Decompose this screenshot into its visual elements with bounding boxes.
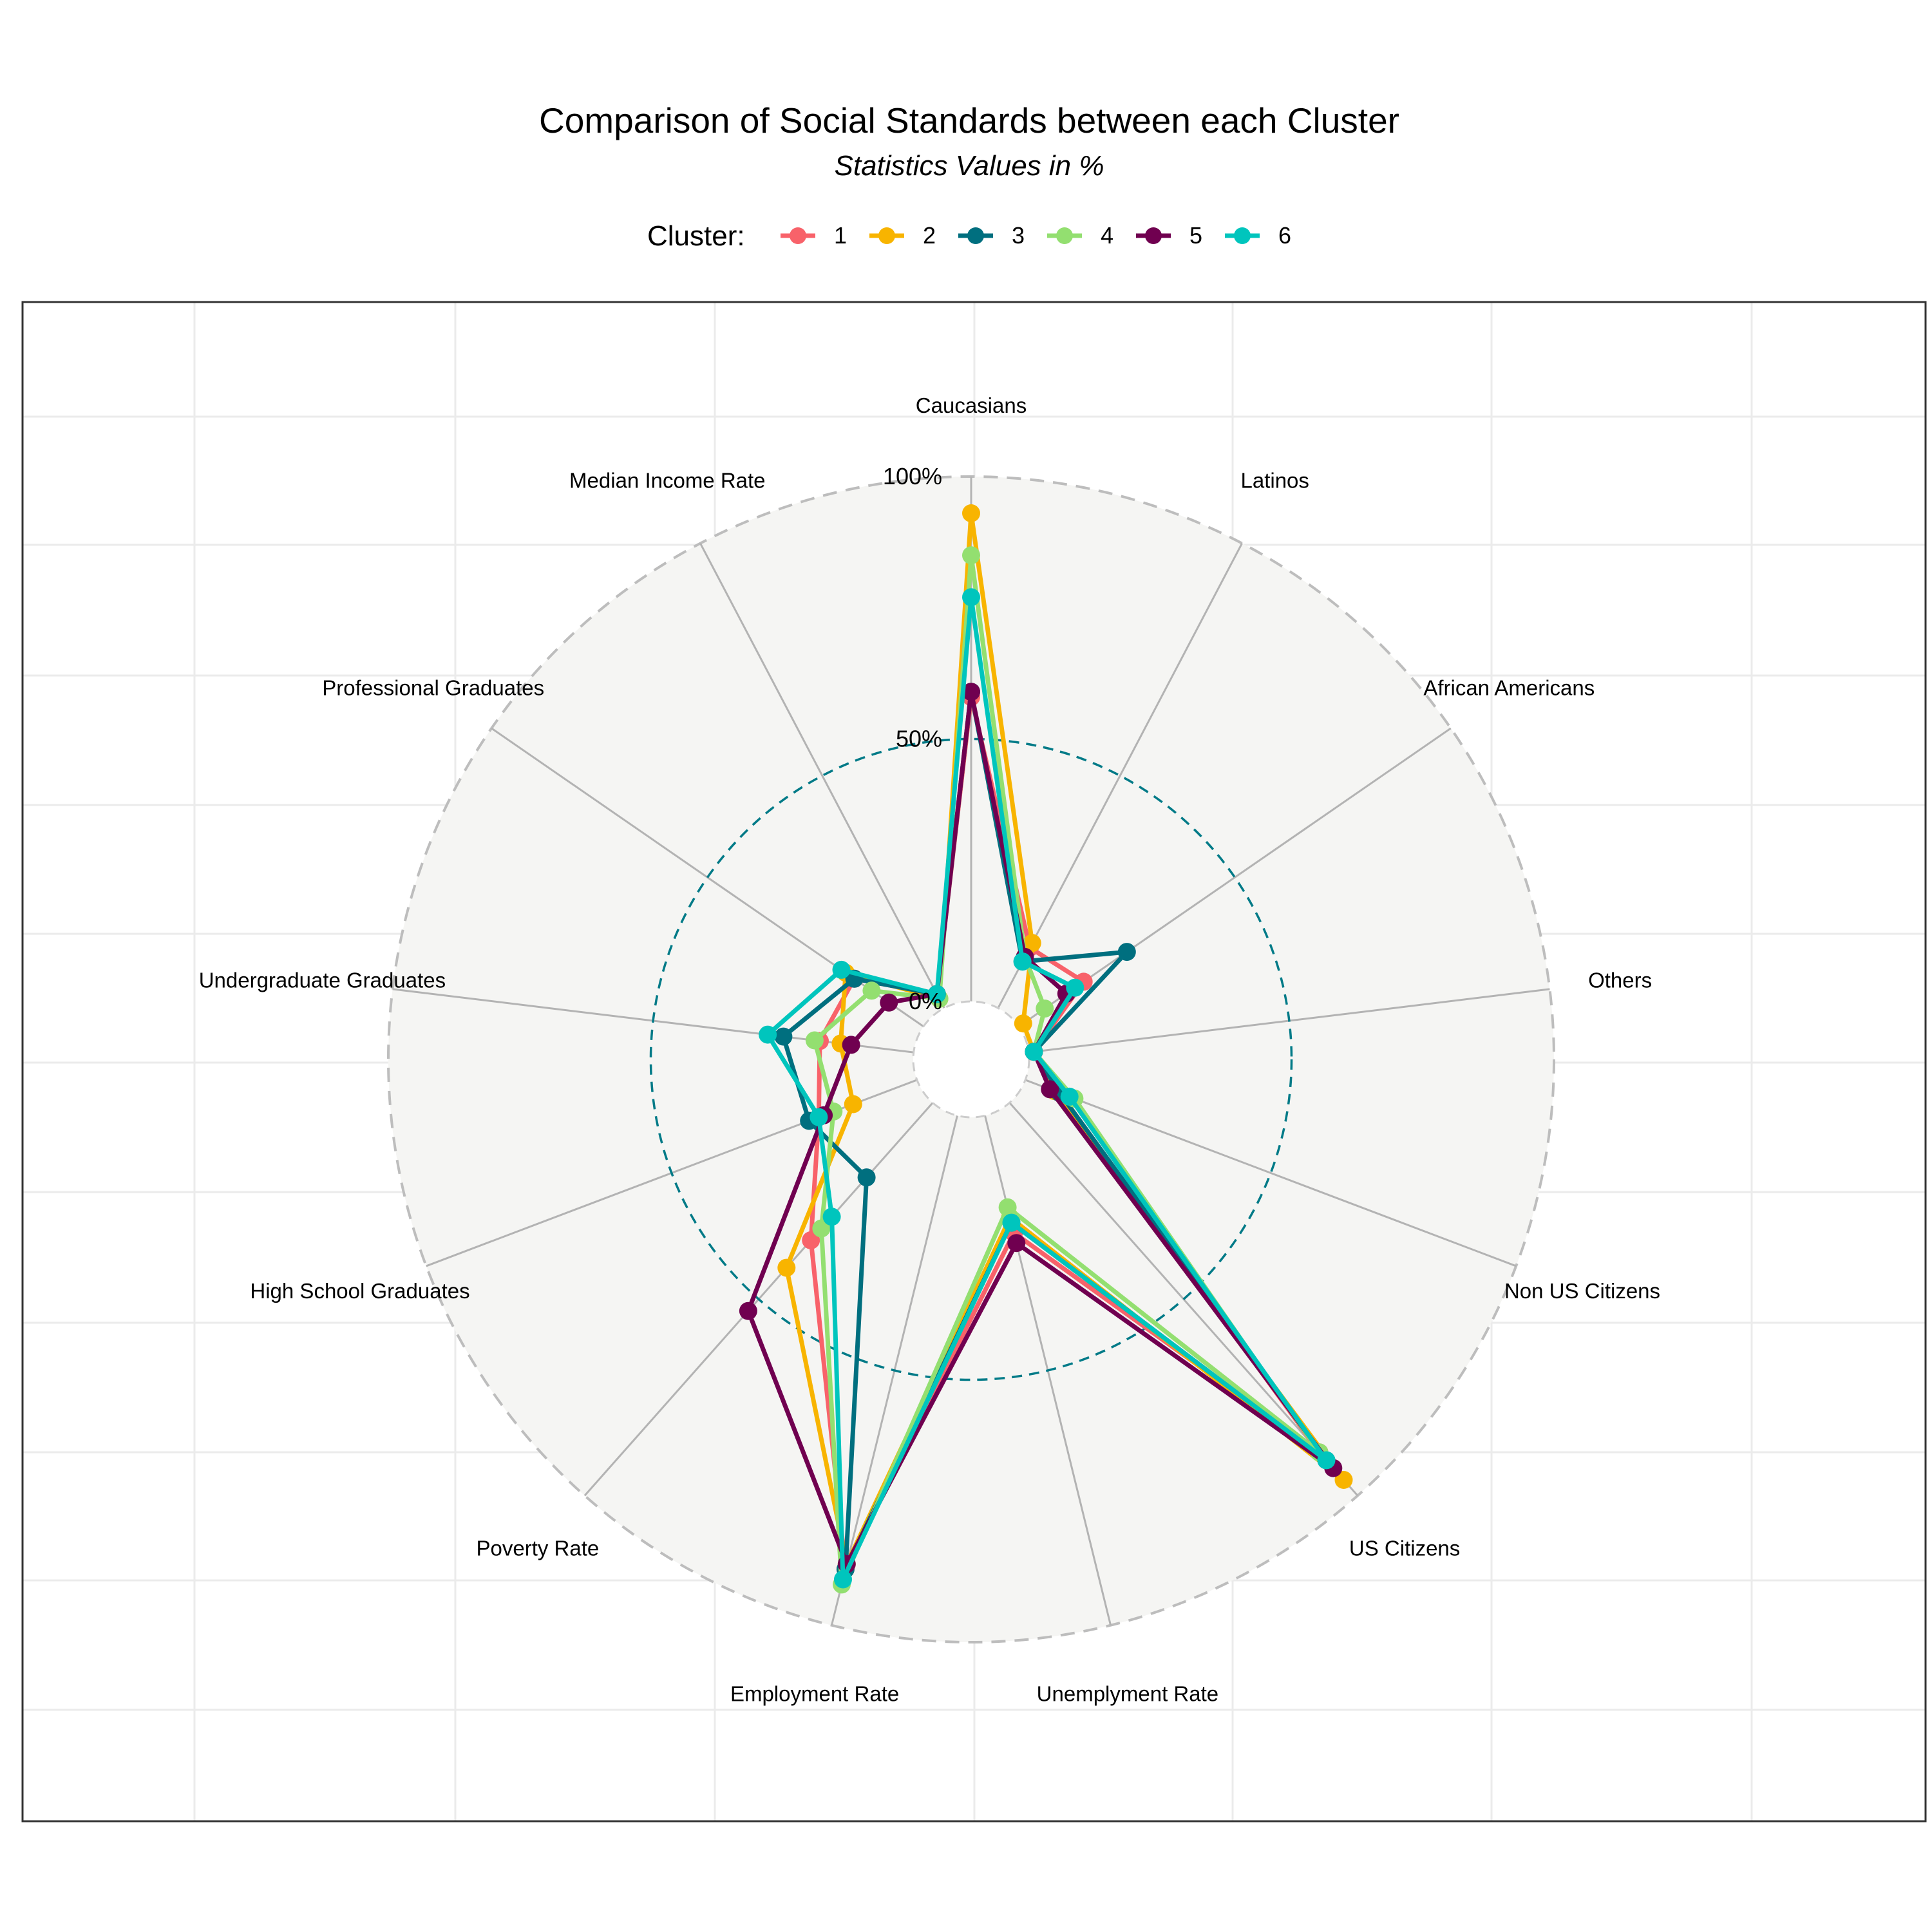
- tick-label: 50%: [896, 726, 942, 752]
- legend-label: 6: [1278, 222, 1291, 249]
- data-point: [1334, 1471, 1353, 1489]
- data-point: [812, 1219, 831, 1238]
- legend-label: 5: [1189, 222, 1202, 249]
- spoke-line: [997, 542, 1243, 1009]
- category-label: African Americans: [1423, 676, 1595, 699]
- legend-label: 2: [923, 222, 936, 249]
- category-labels: Caucasians Latinos African Americans Others…: [199, 393, 1660, 1706]
- data-point: [880, 993, 898, 1012]
- category-label: Employment Rate: [730, 1682, 899, 1706]
- category-label: Caucasians: [916, 393, 1027, 417]
- ring-50: [649, 737, 1293, 1381]
- legend-label: 1: [834, 222, 847, 249]
- radial-tick-labels: 0% 50% 100%: [883, 463, 942, 1014]
- legend-item-6: 6: [1225, 222, 1291, 249]
- data-point: [1007, 1234, 1026, 1253]
- series-line: [746, 689, 1336, 1567]
- data-point: [802, 1231, 820, 1249]
- data-point: [962, 546, 980, 565]
- series-6: [759, 588, 1336, 1589]
- data-point: [1014, 1014, 1032, 1033]
- category-label: Median Income Rate: [569, 468, 766, 492]
- category-label: Others: [1588, 969, 1652, 992]
- data-point: [962, 504, 980, 522]
- spoke-line: [699, 542, 945, 1009]
- data-point: [834, 1570, 852, 1589]
- category-label: High School Graduates: [250, 1279, 469, 1303]
- legend-title: Cluster:: [647, 220, 745, 252]
- category-label: Latinos: [1240, 468, 1309, 492]
- data-point: [927, 985, 946, 1003]
- data-point: [739, 1302, 757, 1320]
- legend-key-point: [1234, 227, 1251, 244]
- data-point: [1025, 1043, 1043, 1061]
- legend-key-point: [967, 227, 984, 244]
- category-label: Poverty Rate: [477, 1537, 600, 1560]
- legend-item-3: 3: [958, 222, 1025, 249]
- chart-title: Comparison of Social Standards between e…: [539, 100, 1399, 140]
- ring-0: [912, 1000, 1030, 1119]
- data-point: [844, 1095, 862, 1113]
- category-label: Professional Graduates: [322, 676, 544, 699]
- chart-subtitle: Statistics Values in %: [835, 150, 1104, 182]
- spoke-line: [1025, 1079, 1517, 1267]
- legend-key-point: [790, 227, 806, 244]
- data-point: [842, 1036, 860, 1054]
- data-point: [1317, 1451, 1336, 1470]
- legend-item-4: 4: [1047, 222, 1113, 249]
- data-point: [759, 1025, 777, 1044]
- legend-items: 1 2 3 4 5 6: [781, 222, 1291, 249]
- data-point: [1041, 1080, 1059, 1099]
- legend-key-point: [1056, 227, 1073, 244]
- category-label: Unemplyment Rate: [1037, 1682, 1218, 1706]
- legend-label: 4: [1101, 222, 1113, 249]
- tick-label: 100%: [883, 463, 942, 489]
- data-point: [998, 1198, 1017, 1217]
- data-point: [862, 981, 881, 1000]
- data-point: [822, 1208, 841, 1226]
- category-label: US Citizens: [1349, 1537, 1460, 1560]
- data-point: [1036, 999, 1054, 1018]
- data-point: [962, 683, 980, 701]
- panel-border: [21, 301, 1927, 1823]
- legend-label: 3: [1012, 222, 1025, 249]
- legend-key-point: [878, 227, 895, 244]
- data-point: [962, 588, 980, 607]
- data-point: [1066, 978, 1084, 997]
- data-point: [805, 1031, 824, 1050]
- data-point: [1023, 934, 1041, 952]
- legend-item-5: 5: [1136, 222, 1202, 249]
- series-line: [765, 594, 1329, 1582]
- legend-key-point: [1145, 227, 1162, 244]
- legend: Cluster: 1 2 3 4 5 6: [647, 220, 1291, 252]
- data-point: [857, 1168, 876, 1187]
- data-point: [1117, 943, 1136, 961]
- data-point: [1060, 1087, 1079, 1106]
- series-layer: [739, 504, 1353, 1594]
- legend-item-1: 1: [781, 222, 847, 249]
- data-point: [774, 1027, 793, 1046]
- category-label: Non US Citizens: [1504, 1279, 1660, 1303]
- data-point: [810, 1108, 828, 1126]
- data-point: [777, 1258, 796, 1277]
- legend-item-2: 2: [869, 222, 936, 249]
- data-point: [832, 960, 851, 979]
- category-label: Undergraduate Graduates: [199, 969, 446, 992]
- data-point: [1002, 1213, 1021, 1232]
- data-point: [1013, 952, 1032, 971]
- tick-label: 0%: [909, 988, 942, 1014]
